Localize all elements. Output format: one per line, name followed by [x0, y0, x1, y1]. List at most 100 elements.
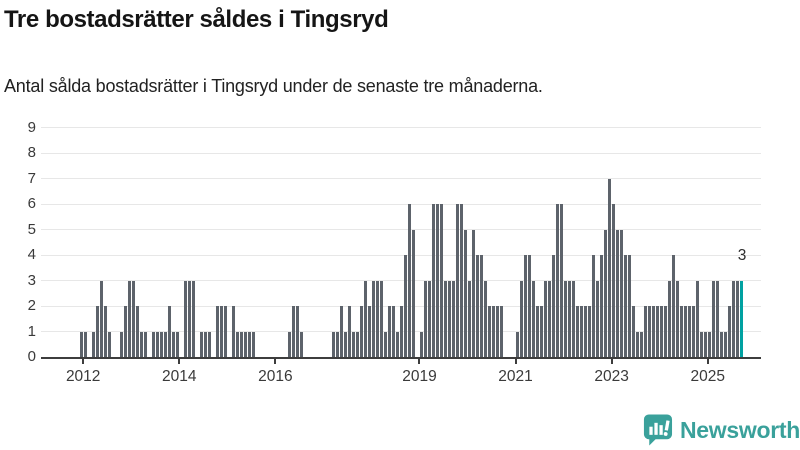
bar [380, 280, 384, 357]
bar [224, 306, 228, 357]
y-axis-tick-label: 7 [27, 169, 36, 187]
bar [208, 331, 212, 357]
bar [624, 255, 628, 357]
bar [244, 331, 248, 357]
bar [160, 331, 164, 357]
bar [164, 331, 168, 357]
bar [392, 306, 396, 357]
bar [400, 306, 404, 357]
bar [188, 280, 192, 357]
bar [176, 331, 180, 357]
x-axis-tick-label: 2021 [498, 368, 533, 385]
bar [232, 306, 236, 357]
bar [220, 306, 224, 357]
bar [472, 229, 476, 357]
bar [408, 204, 412, 357]
chart-subtitle: Antal sålda bostadsrätter i Tingsryd und… [4, 76, 543, 96]
newsworthy-logo[interactable]: Newsworthy [642, 413, 800, 447]
bar [552, 255, 556, 357]
bar [340, 306, 344, 357]
bar [468, 280, 472, 357]
bar [128, 280, 132, 357]
chart-title: Tre bostadsrätter såldes i Tingsryd [4, 6, 389, 33]
bar [388, 306, 392, 357]
bar [140, 331, 144, 357]
bar [612, 204, 616, 357]
bar [644, 306, 648, 357]
gridline [41, 229, 761, 231]
bar [732, 280, 736, 357]
bar [528, 255, 532, 357]
bar [540, 306, 544, 357]
bar [720, 331, 724, 357]
bar [492, 306, 496, 357]
bar [172, 331, 176, 357]
x-axis-tick [178, 359, 181, 364]
bar [628, 255, 632, 357]
x-axis-tick-label: 2014 [162, 368, 197, 385]
bar [424, 280, 428, 357]
bar [168, 306, 172, 357]
bar [396, 331, 400, 357]
bar [464, 229, 468, 357]
gridline [41, 152, 761, 154]
bar [668, 280, 672, 357]
bar [448, 280, 452, 357]
bar [576, 306, 580, 357]
bar [152, 331, 156, 357]
bar [124, 306, 128, 357]
bar [412, 229, 416, 357]
bar [592, 255, 596, 357]
x-axis-tick [610, 359, 613, 364]
bar [240, 331, 244, 357]
bar [596, 280, 600, 357]
bar [604, 229, 608, 357]
bar [456, 204, 460, 357]
y-axis-tick-label: 6 [27, 195, 36, 213]
bar [652, 306, 656, 357]
bar [352, 331, 356, 357]
y-axis-tick-label: 9 [27, 118, 36, 136]
bar [488, 306, 492, 357]
bar [632, 306, 636, 357]
bar [700, 331, 704, 357]
bar [736, 280, 740, 357]
x-axis-tick [514, 359, 517, 364]
bar [708, 331, 712, 357]
bar [572, 280, 576, 357]
highlighted-bar [740, 280, 744, 357]
bar [436, 204, 440, 357]
bar [296, 306, 300, 357]
bar [156, 331, 160, 357]
bar [104, 306, 108, 357]
bar [92, 331, 96, 357]
bar [728, 306, 732, 357]
bar [84, 331, 88, 357]
bar [96, 306, 100, 357]
bar [516, 331, 520, 357]
y-axis-tick-label: 8 [27, 144, 36, 162]
bar [444, 280, 448, 357]
bar [192, 280, 196, 357]
bar [520, 280, 524, 357]
bar [616, 229, 620, 357]
gridline [41, 254, 761, 256]
bar [300, 331, 304, 357]
gridline [41, 178, 761, 180]
bar [236, 331, 240, 357]
bar [600, 255, 604, 357]
x-axis-line [41, 357, 761, 359]
bar [696, 280, 700, 357]
y-axis-tick-label: 5 [27, 220, 36, 238]
newsworthy-logo-text: Newsworthy [680, 416, 800, 443]
bar [476, 255, 480, 357]
bar [200, 331, 204, 357]
bar [656, 306, 660, 357]
bar [564, 280, 568, 357]
bar [680, 306, 684, 357]
bar [336, 331, 340, 357]
bar [704, 331, 708, 357]
newsworthy-logo-icon [643, 414, 673, 446]
bar [484, 280, 488, 357]
